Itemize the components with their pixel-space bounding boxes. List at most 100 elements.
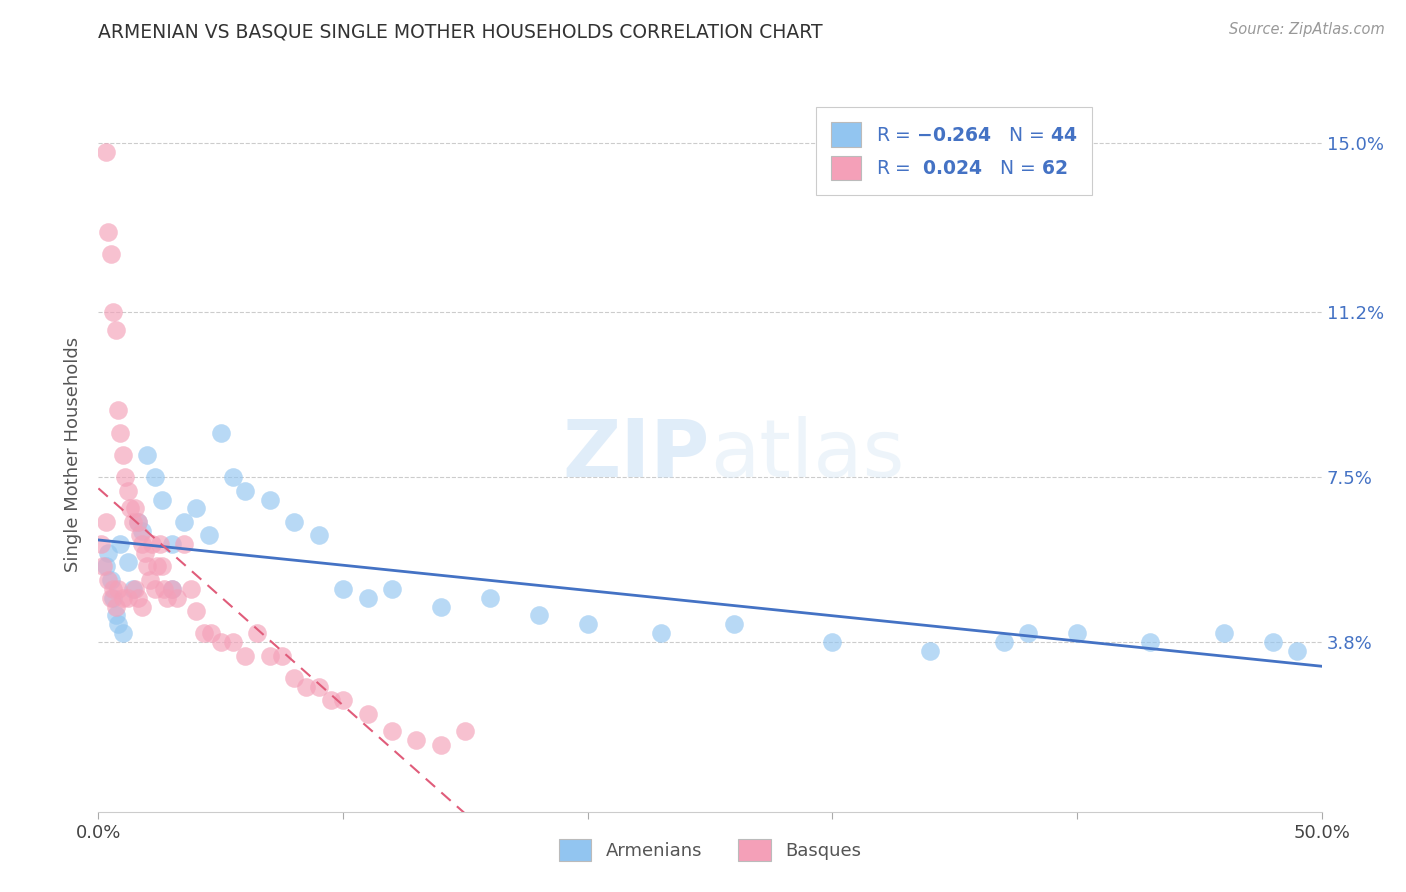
Point (121, 582, 143, 596)
Point (117, 591, 139, 605)
Point (1066, 626, 1088, 640)
Point (100, 591, 122, 605)
Point (94, 559, 117, 574)
Point (527, 608, 550, 623)
Point (153, 582, 176, 596)
Point (117, 555, 139, 569)
Point (90, 537, 112, 551)
Point (111, 626, 134, 640)
Point (430, 738, 453, 752)
Point (308, 680, 330, 694)
Point (146, 559, 169, 574)
Point (111, 448, 134, 462)
Point (117, 483, 139, 498)
Point (200, 626, 222, 640)
Point (197, 528, 219, 542)
Point (356, 591, 378, 605)
Point (104, 608, 127, 623)
Point (430, 599, 453, 614)
Point (319, 693, 342, 707)
Point (104, 599, 127, 614)
Point (107, 403, 129, 417)
Point (131, 524, 153, 538)
Legend: Armenians, Basques: Armenians, Basques (546, 827, 875, 874)
Y-axis label: Single Mother Households: Single Mother Households (65, 337, 83, 573)
Point (209, 425, 232, 440)
Point (127, 591, 149, 605)
Point (100, 573, 122, 587)
Point (131, 537, 153, 551)
Point (283, 515, 305, 529)
Text: Source: ZipAtlas.com: Source: ZipAtlas.com (1229, 22, 1385, 37)
Point (110, 425, 132, 440)
Point (131, 599, 153, 614)
Point (97, 546, 120, 560)
Point (101, 305, 124, 319)
Point (259, 648, 281, 663)
Point (150, 559, 173, 574)
Point (134, 546, 156, 560)
Point (101, 582, 124, 596)
Point (160, 582, 183, 596)
Point (150, 492, 173, 507)
Point (259, 492, 281, 507)
Point (143, 470, 166, 484)
Point (405, 733, 427, 747)
Point (120, 501, 142, 516)
Point (110, 537, 132, 551)
Point (993, 635, 1015, 649)
Point (332, 693, 354, 707)
Point (124, 501, 146, 516)
Point (576, 617, 599, 632)
Point (180, 582, 202, 596)
Point (97, 573, 120, 587)
Point (222, 470, 245, 484)
Point (136, 559, 159, 574)
Point (136, 448, 159, 462)
Point (107, 582, 129, 596)
Point (166, 591, 188, 605)
Point (1286, 644, 1309, 658)
Point (821, 635, 844, 649)
Point (91, 559, 114, 574)
Point (127, 515, 149, 529)
Point (283, 671, 305, 685)
Point (104, 323, 127, 337)
Point (173, 537, 195, 551)
Text: ARMENIAN VS BASQUE SINGLE MOTHER HOUSEHOLDS CORRELATION CHART: ARMENIAN VS BASQUE SINGLE MOTHER HOUSEHO… (98, 22, 823, 41)
Point (222, 635, 245, 649)
Point (111, 591, 134, 605)
Point (160, 537, 183, 551)
Point (121, 515, 143, 529)
Point (193, 626, 215, 640)
Point (143, 582, 166, 596)
Point (478, 591, 501, 605)
Point (141, 537, 163, 551)
Text: ZIP: ZIP (562, 416, 710, 494)
Point (127, 515, 149, 529)
Point (156, 591, 179, 605)
Point (920, 644, 942, 658)
Point (233, 648, 256, 663)
Point (209, 635, 232, 649)
Point (723, 617, 745, 632)
Point (246, 626, 269, 640)
Text: atlas: atlas (710, 416, 904, 494)
Point (160, 582, 183, 596)
Point (124, 582, 146, 596)
Point (1139, 635, 1161, 649)
Point (270, 648, 294, 663)
Point (139, 573, 162, 587)
Point (129, 528, 152, 542)
Point (173, 515, 195, 529)
Point (454, 724, 477, 739)
Point (149, 537, 172, 551)
Point (94, 145, 117, 159)
Point (381, 724, 404, 739)
Point (186, 604, 208, 618)
Point (1261, 635, 1284, 649)
Point (381, 582, 404, 596)
Point (94, 515, 117, 529)
Point (650, 626, 672, 640)
Point (295, 680, 318, 694)
